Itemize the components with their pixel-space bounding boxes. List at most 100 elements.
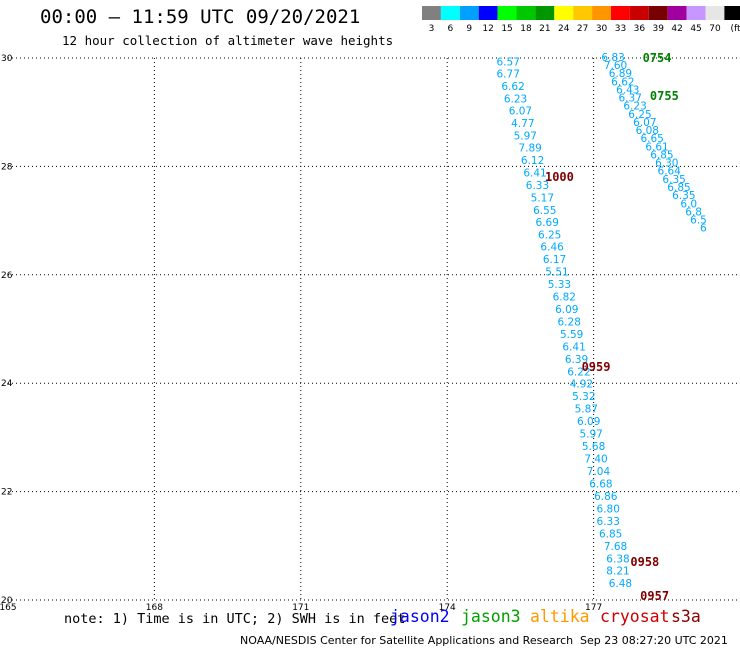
y-tick-label: 20 (1, 596, 13, 606)
pass-time-label: 0957 (640, 589, 669, 603)
swh-point-label: 6.23 (504, 94, 527, 106)
swh-point-label: 6.25 (628, 109, 651, 121)
swh-point-label: 5.59 (560, 329, 583, 341)
y-tick-label: 22 (1, 488, 12, 498)
legend-bin-label: 24 (558, 24, 570, 34)
chart-axes: 165 168 171 174 177 20 22 24 26 28 30 (0, 54, 602, 613)
swh-point-label: 5.33 (548, 279, 571, 291)
satellite-legend-item: altika (530, 607, 590, 626)
legend-swatch (478, 6, 498, 20)
legend-bin-label: 27 (577, 24, 588, 34)
swh-point-label: 5.17 (531, 192, 554, 204)
pass-time-label: 0958 (630, 555, 659, 569)
legend-swatch (497, 6, 517, 20)
swh-point-label: 6.85 (667, 182, 690, 194)
legend-swatch (724, 6, 740, 20)
swh-point-label: 5.68 (582, 441, 605, 453)
y-tick-label: 30 (1, 54, 13, 64)
swh-point-label: 6.77 (497, 69, 520, 81)
legend-bin-label: 36 (634, 24, 646, 34)
swh-point-label: 7.04 (587, 466, 611, 478)
pass-time-label: 0959 (582, 360, 611, 374)
pass-time-label: 1000 (545, 170, 574, 184)
swh-point-label: 4.92 (570, 379, 593, 391)
x-tick-label: 171 (292, 603, 309, 613)
chart-subtitle: 12 hour collection of altimeter wave hei… (62, 33, 394, 48)
swh-point-label: 8.21 (606, 566, 629, 578)
legend-swatch (648, 6, 668, 20)
swh-point-label: 6.65 (640, 133, 663, 145)
swh-point-label: 7.60 (604, 60, 627, 72)
satellite-legend-item: cryosat (600, 607, 670, 626)
chart-grid (8, 57, 740, 601)
generated-timestamp: Sep 23 08:27:20 UTC 2021 (580, 634, 728, 647)
legend-swatch (629, 6, 649, 20)
swh-point-label: 6.85 (599, 528, 622, 540)
swh-point-label: 6.55 (533, 205, 556, 217)
legend-bin-label: 45 (690, 24, 701, 34)
swh-point-label: 6.23 (623, 101, 646, 113)
y-tick-label: 28 (1, 162, 13, 172)
x-tick-label: 174 (439, 603, 456, 613)
legend-bin-label: 3 (429, 24, 435, 34)
satellite-legend-item: s3a (671, 607, 701, 626)
swh-point-label: 6.17 (543, 254, 566, 266)
swh-point-label: 5.97 (514, 131, 537, 143)
swh-point-label: 6.12 (521, 155, 544, 167)
swh-point-label: 6.8 (685, 206, 702, 218)
credit-line: NOAA/NESDIS Center for Satellite Applica… (240, 634, 574, 647)
swh-point-label: 4.77 (511, 118, 534, 130)
swh-point-label: 6.86 (594, 491, 618, 503)
swh-point-label: 5.97 (579, 429, 602, 441)
swh-point-label: 6.62 (611, 76, 634, 88)
chart-title: 00:00 – 11:59 UTC 09/20/2021 (40, 6, 361, 28)
legend-swatch (535, 6, 555, 20)
swh-point-label: 6.33 (526, 180, 549, 192)
swh-point-label: 6.82 (553, 291, 576, 303)
x-tick-label: 177 (585, 603, 602, 613)
swh-point-label: 6.35 (672, 190, 695, 202)
legend-bin-label: 42 (671, 24, 682, 34)
legend-swatch (611, 6, 630, 20)
legend-bin-label: 70 (709, 24, 721, 34)
legend-bin-label: 21 (539, 24, 550, 34)
legend-unit-label: (ft) (731, 24, 740, 34)
swh-point-label: 5.51 (545, 267, 568, 279)
swh-point-label: 6.64 (658, 166, 682, 178)
swh-point-label: 6.62 (501, 81, 524, 93)
swh-point-label: 6.57 (497, 56, 520, 68)
swh-point-label: 6.48 (609, 578, 632, 590)
data-points: 6.576.776.626.236.074.775.977.896.126.41… (497, 52, 708, 590)
footer-note: note: 1) Time is in UTC; 2) SWH is in fe… (64, 611, 406, 627)
legend-swatch (592, 6, 611, 20)
swh-point-label: 6.25 (538, 230, 561, 242)
swh-point-label: 6.46 (540, 242, 564, 254)
legend-swatch (422, 6, 441, 20)
legend-swatch (667, 6, 687, 20)
swh-point-label: 6.43 (616, 84, 639, 96)
swh-point-label: 6.09 (577, 416, 600, 428)
swh-point-label: 6.38 (606, 553, 629, 565)
swh-point-label: 6.30 (655, 158, 678, 170)
swh-point-label: 6.09 (555, 304, 578, 316)
swh-point-label: 6.80 (597, 503, 620, 515)
swh-point-label: 6.37 (619, 93, 642, 105)
swh-point-label: 5.32 (572, 391, 595, 403)
swh-point-label: 6.35 (662, 174, 685, 186)
swh-point-label: 6.33 (597, 516, 620, 528)
x-tick-label: 165 (0, 603, 17, 613)
satellite-legend-item: jason3 (461, 607, 521, 626)
swh-point-label: 7.68 (604, 541, 627, 553)
legend-swatch (686, 6, 706, 20)
legend-swatch (459, 6, 479, 20)
swh-point-label: 6.08 (636, 125, 659, 137)
pass-time-labels: 0754 0755 1000 0959 0958 0957 (545, 51, 679, 603)
swh-point-label: 7.40 (584, 454, 607, 466)
swh-point-label: 6.68 (589, 478, 612, 490)
y-tick-label: 26 (1, 271, 13, 281)
legend-bin-label: 33 (615, 24, 626, 34)
swh-point-label: 6.61 (645, 141, 668, 153)
legend-swatch (440, 6, 460, 20)
